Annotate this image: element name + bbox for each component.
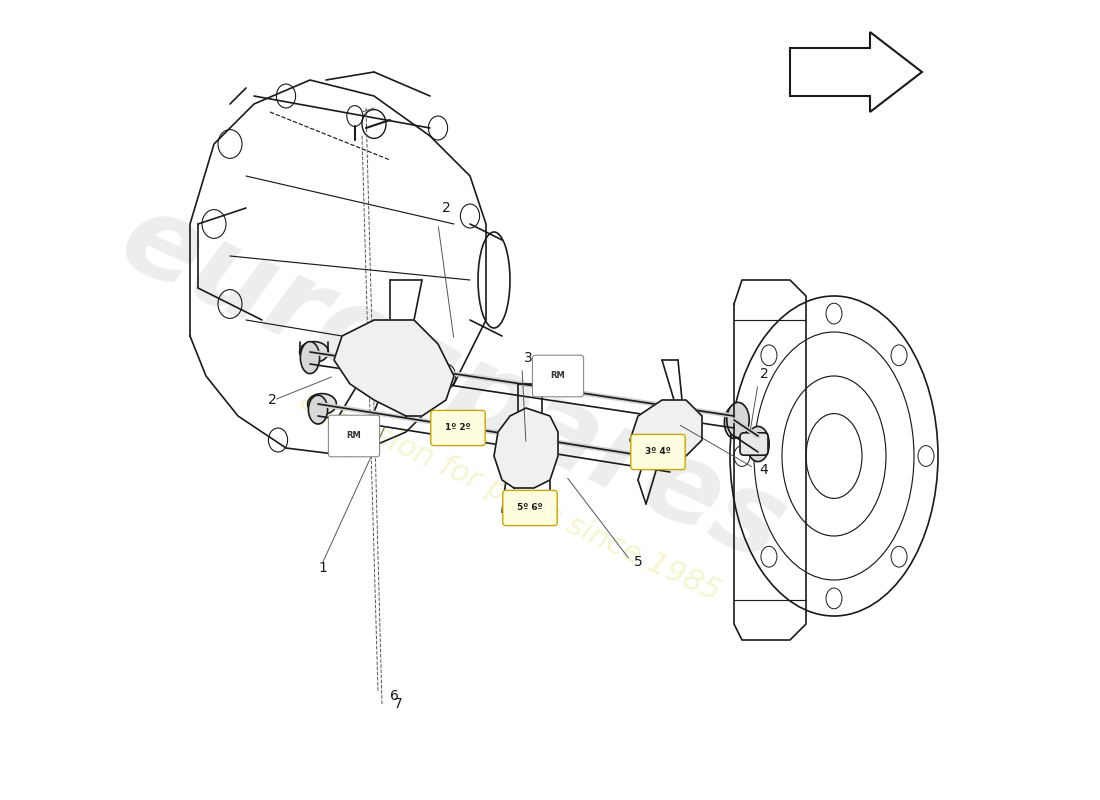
Text: 2: 2 — [442, 201, 451, 215]
Text: 6: 6 — [390, 689, 399, 703]
Polygon shape — [334, 320, 454, 416]
Text: 3º 4º: 3º 4º — [645, 447, 671, 457]
Text: 3: 3 — [525, 350, 533, 365]
Ellipse shape — [727, 402, 749, 438]
FancyBboxPatch shape — [329, 415, 379, 457]
Ellipse shape — [725, 406, 744, 438]
Ellipse shape — [546, 358, 571, 394]
FancyBboxPatch shape — [532, 355, 584, 397]
Text: 5: 5 — [634, 555, 642, 570]
Ellipse shape — [308, 395, 328, 424]
Text: a passion for parts since 1985: a passion for parts since 1985 — [295, 386, 725, 606]
Polygon shape — [494, 408, 558, 488]
Polygon shape — [790, 32, 922, 112]
Ellipse shape — [299, 342, 329, 362]
Text: RM: RM — [551, 371, 565, 381]
Text: 4: 4 — [760, 462, 768, 477]
Text: 2: 2 — [268, 393, 277, 407]
Text: 7: 7 — [394, 697, 403, 711]
FancyBboxPatch shape — [740, 433, 768, 455]
Text: 1º 2º: 1º 2º — [446, 423, 471, 433]
Ellipse shape — [747, 426, 769, 462]
Polygon shape — [630, 400, 702, 464]
Text: 1: 1 — [318, 561, 327, 575]
Text: 5º 6º: 5º 6º — [517, 503, 542, 513]
Ellipse shape — [308, 394, 337, 414]
Ellipse shape — [300, 342, 320, 374]
FancyBboxPatch shape — [431, 410, 485, 446]
FancyBboxPatch shape — [630, 434, 685, 470]
Text: eurospares: eurospares — [104, 182, 804, 586]
Text: RM: RM — [346, 431, 362, 441]
FancyBboxPatch shape — [503, 490, 558, 526]
Ellipse shape — [512, 434, 540, 470]
Text: 2: 2 — [760, 366, 768, 381]
